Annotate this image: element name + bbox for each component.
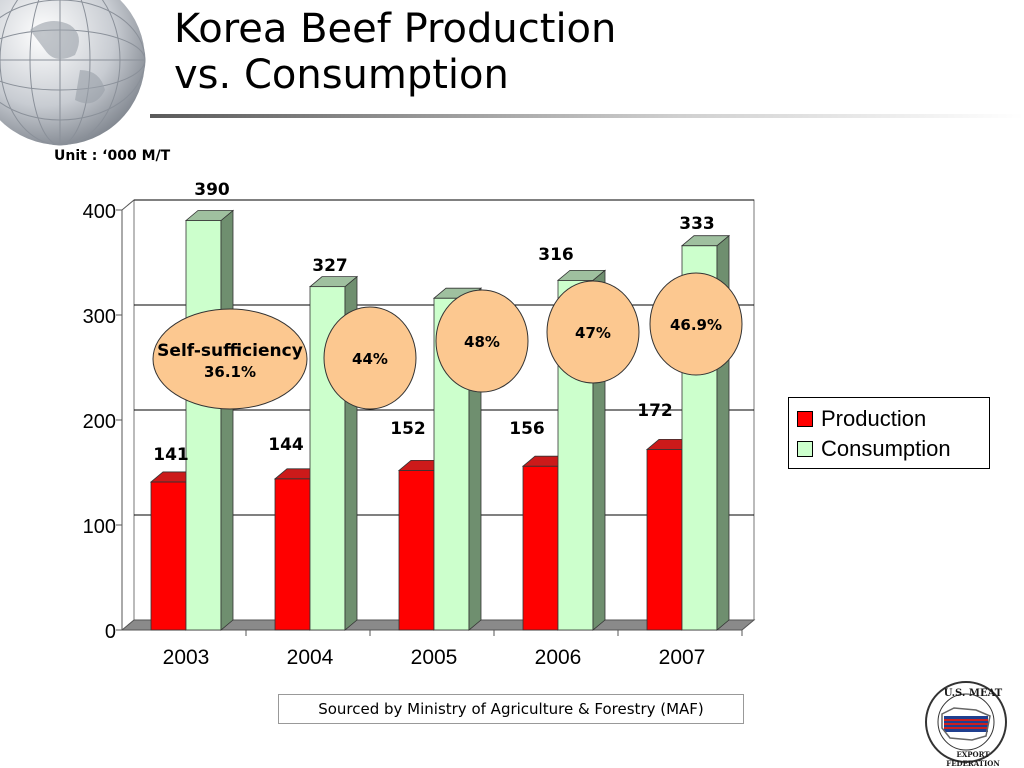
y-tick-label: 300 (83, 306, 116, 328)
callout-value: 47% (575, 324, 611, 342)
legend-swatch-production (797, 411, 813, 427)
globe-decoration (0, 0, 146, 146)
consumption-data-label: 390 (194, 180, 230, 200)
consumption-bar-top (308, 276, 359, 288)
y-tick-label: 0 (105, 621, 116, 643)
production-bar (646, 448, 683, 631)
production-data-label: 141 (153, 445, 189, 465)
axis-edge (121, 199, 135, 211)
legend-label-production: Production (821, 406, 927, 431)
x-tick-label: 2006 (535, 646, 582, 669)
callout-value: 46.9% (670, 316, 722, 334)
consumption-data-label: 333 (679, 214, 715, 234)
usmef-logo (925, 681, 1007, 763)
production-bar (398, 469, 435, 631)
consumption-bar-top (680, 235, 731, 247)
x-tick-label: 2007 (659, 646, 706, 669)
consumption-bar (185, 220, 222, 631)
legend: Production Consumption (788, 397, 990, 469)
self-sufficiency-callout (649, 272, 743, 376)
legend-swatch-consumption (797, 441, 813, 457)
consumption-bar-top (556, 269, 607, 281)
production-data-label: 152 (390, 419, 426, 439)
self-sufficiency-callout (323, 306, 417, 410)
y-tick-label: 400 (83, 201, 116, 223)
legend-item-consumption: Consumption (797, 434, 981, 464)
production-data-label: 156 (509, 419, 545, 439)
callout-value: 48% (464, 333, 500, 351)
x-tick-label: 2003 (163, 646, 210, 669)
x-tick-label: 2004 (287, 646, 334, 669)
self-sufficiency-callout (546, 280, 640, 384)
consumption-data-label: 327 (312, 256, 348, 276)
x-tick-label: 2005 (411, 646, 458, 669)
self-sufficiency-callout (435, 289, 529, 393)
production-data-label: 144 (268, 435, 304, 455)
page-title: Korea Beef Production vs. Consumption (174, 6, 617, 98)
consumption-data-label: 316 (538, 245, 574, 265)
callout-label: Self-sufficiency (157, 341, 303, 361)
self-sufficiency-callout (152, 308, 308, 410)
production-bar (522, 465, 559, 631)
production-data-label: 172 (637, 401, 673, 421)
consumption-bar-top (184, 210, 235, 221)
callout-value: 44% (352, 350, 388, 368)
source-note: Sourced by Ministry of Agriculture & For… (278, 694, 744, 724)
unit-label: Unit : ‘000 M/T (54, 148, 171, 164)
callout-value: 36.1% (204, 363, 256, 381)
title-divider (150, 114, 1024, 118)
production-bar (150, 481, 187, 631)
consumption-bar-side (220, 209, 234, 631)
legend-item-production: Production (797, 404, 981, 434)
y-tick-label: 200 (83, 411, 116, 433)
legend-label-consumption: Consumption (821, 436, 951, 461)
y-tick-label: 100 (83, 516, 116, 538)
production-bar (274, 478, 311, 631)
